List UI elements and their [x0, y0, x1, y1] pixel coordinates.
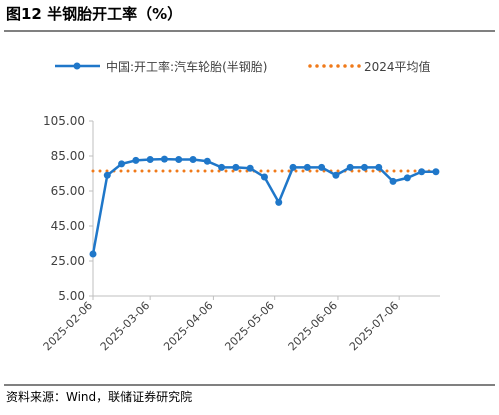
y-tick-label: 65.00: [51, 184, 85, 198]
legend-marker: [73, 62, 81, 70]
point: [132, 156, 140, 164]
point: [103, 171, 111, 179]
point: [218, 163, 226, 171]
x-tick-label: 2025-07-06: [347, 299, 401, 353]
point: [418, 168, 426, 176]
point: [275, 198, 283, 206]
point: [332, 171, 340, 179]
point: [432, 168, 440, 176]
x-tick-label: 2025-04-06: [161, 299, 215, 353]
y-tick-label: 105.00: [43, 114, 85, 128]
y-tick-label: 85.00: [51, 149, 85, 163]
point: [232, 163, 240, 171]
x-tick-label: 2025-02-06: [41, 299, 95, 353]
point: [203, 157, 211, 165]
point: [375, 163, 383, 171]
legend-label: 中国:开工率:汽车轮胎(半钢胎): [106, 59, 267, 74]
y-tick-label: 5.00: [58, 289, 85, 303]
point: [318, 163, 326, 171]
legend-label: 2024平均值: [364, 59, 431, 74]
point: [146, 156, 154, 163]
source-note: 资料来源：Wind，联储证券研究院: [6, 389, 192, 404]
point: [118, 160, 126, 168]
point: [246, 164, 254, 172]
y-tick-label: 45.00: [51, 219, 85, 233]
x-tick-label: 2025-05-06: [222, 299, 276, 353]
x-tick-label: 2025-06-06: [286, 299, 340, 353]
y-tick-label: 25.00: [51, 254, 85, 268]
point: [260, 173, 268, 181]
series-line: [91, 157, 436, 255]
point: [289, 163, 297, 171]
point: [303, 163, 311, 171]
point: [160, 155, 168, 163]
point: [89, 250, 97, 258]
point: [360, 163, 368, 171]
point: [403, 174, 411, 182]
point: [346, 163, 354, 171]
chart-title: 图12 半钢胎开工率（%）: [6, 5, 182, 23]
x-tick-label: 2025-03-06: [98, 299, 152, 353]
point: [175, 156, 183, 163]
point: [389, 177, 397, 185]
point: [189, 156, 197, 163]
